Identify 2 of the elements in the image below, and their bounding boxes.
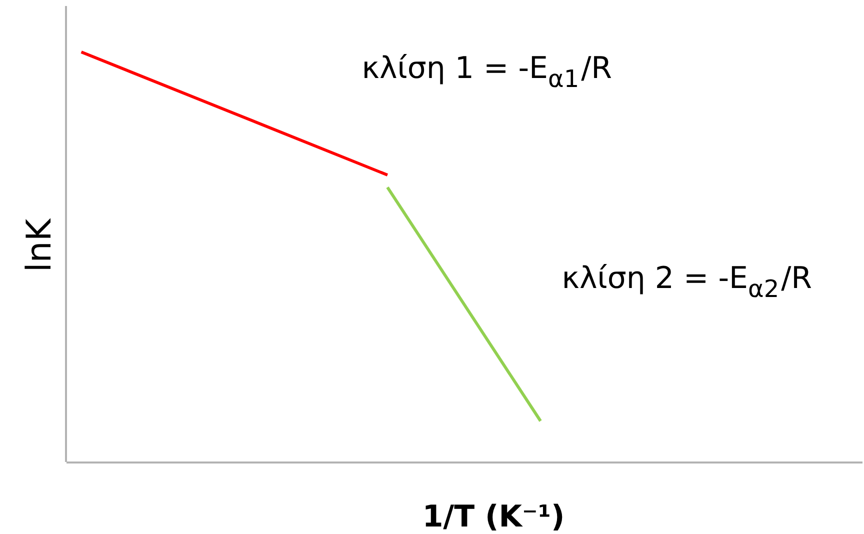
y-axis-title: lnK: [20, 217, 60, 272]
x-axis-title: 1/T (K⁻¹): [422, 500, 565, 534]
